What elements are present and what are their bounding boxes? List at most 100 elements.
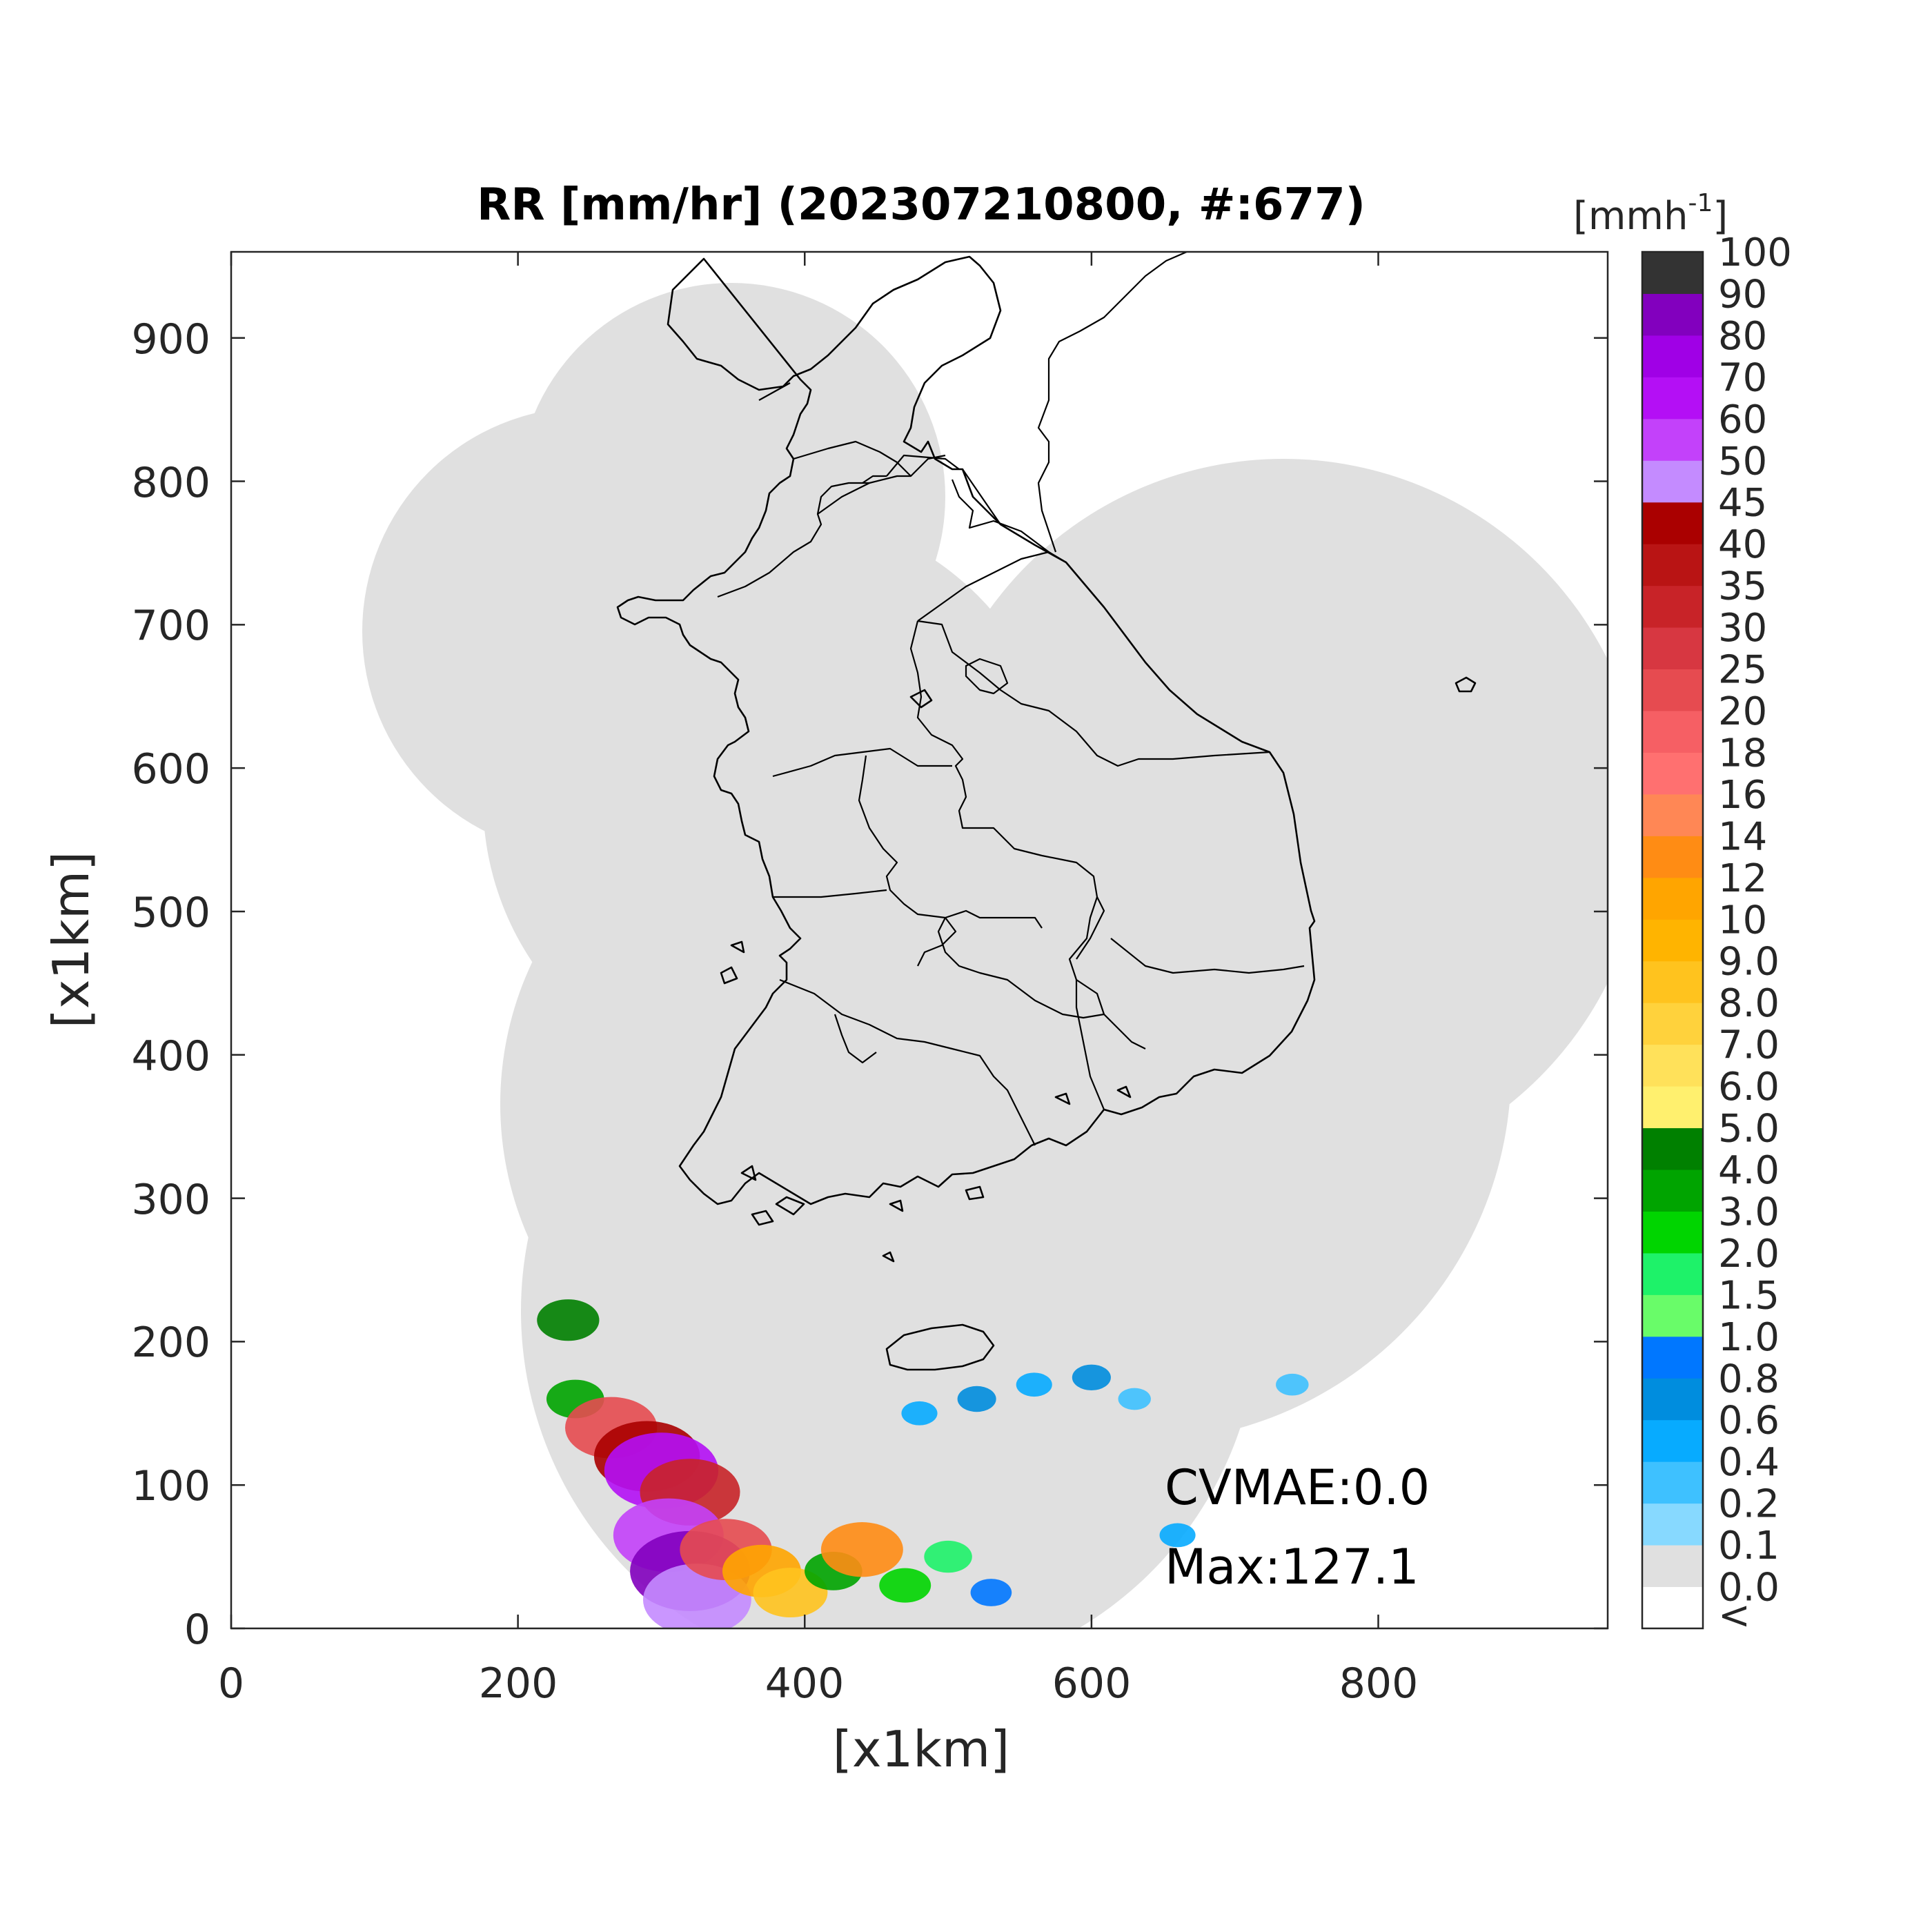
precipitation-cell <box>901 1401 938 1426</box>
colorbar-swatch <box>1642 1086 1703 1129</box>
colorbar-swatch <box>1642 418 1703 461</box>
coastline-islands <box>720 689 1132 1263</box>
colorbar-label: 2.0 <box>1718 1232 1780 1276</box>
y-tick-label: 700 <box>131 602 210 650</box>
colorbar-swatch <box>1642 1336 1703 1379</box>
colorbar-label: 80 <box>1718 314 1767 359</box>
colorbar-label: 12 <box>1718 856 1767 901</box>
y-tick-label: 600 <box>131 745 210 793</box>
colorbar-label: 7.0 <box>1718 1023 1780 1068</box>
plot-area <box>231 252 1608 1628</box>
colorbar-swatch <box>1642 1586 1703 1629</box>
colorbar-swatch <box>1642 1294 1703 1337</box>
colorbar-unit: [mmh-1] <box>1573 189 1728 239</box>
precipitation-cell <box>1072 1364 1111 1391</box>
y-tick-label: 100 <box>131 1462 210 1510</box>
colorbar-label: 0.1 <box>1718 1524 1780 1568</box>
colorbar-swatch <box>1642 711 1703 753</box>
colorbar-swatch <box>1642 502 1703 544</box>
colorbar-label: 10 <box>1718 898 1767 943</box>
precipitation-cell <box>1276 1373 1309 1396</box>
y-tick-label: 900 <box>131 315 210 364</box>
x-tick-label: 400 <box>765 1659 845 1708</box>
y-tick-label: 400 <box>131 1032 210 1081</box>
precipitation-cell <box>879 1568 931 1603</box>
colorbar-label: < <box>1718 1593 1751 1638</box>
precipitation-cell <box>1016 1372 1052 1397</box>
colorbar-swatch <box>1642 460 1703 503</box>
colorbar-label: 1.5 <box>1718 1273 1780 1318</box>
plot-frame <box>230 250 1609 1630</box>
colorbar-label: 0.6 <box>1718 1399 1780 1443</box>
precipitation-cell <box>957 1386 996 1412</box>
coastline-ulleungdo <box>1455 676 1477 693</box>
colorbar-swatch <box>1642 1378 1703 1421</box>
colorbar-label: 4.0 <box>1718 1148 1780 1193</box>
colorbar-swatch <box>1642 293 1703 336</box>
colorbar-label: 35 <box>1718 564 1767 609</box>
colorbar-label: 3.0 <box>1718 1190 1780 1234</box>
colorbar-label: 40 <box>1718 522 1767 567</box>
colorbar-swatch <box>1642 1170 1703 1212</box>
x-tick-label: 200 <box>479 1659 558 1708</box>
precipitation-cell <box>924 1540 972 1573</box>
colorbar-swatch <box>1642 1461 1703 1504</box>
colorbar-label: 20 <box>1718 689 1767 734</box>
colorbar-swatch <box>1642 335 1703 377</box>
colorbar-swatch <box>1642 1419 1703 1462</box>
colorbar-swatch <box>1642 377 1703 420</box>
max-annotation: Max:127.1 <box>1165 1539 1419 1595</box>
y-tick-label: 500 <box>131 889 210 937</box>
colorbar-swatch <box>1642 793 1703 836</box>
colorbar-swatch <box>1642 752 1703 795</box>
colorbar-label: 25 <box>1718 648 1767 693</box>
colorbar-swatch <box>1642 1211 1703 1254</box>
colorbar-swatch <box>1642 252 1703 294</box>
colorbar-label: 8.0 <box>1718 981 1780 1026</box>
colorbar-swatch <box>1642 1503 1703 1546</box>
colorbar-label: 6.0 <box>1718 1065 1780 1110</box>
colorbar-label: 0.4 <box>1718 1440 1780 1485</box>
x-tick-labels: 0 200 400 600 800 <box>218 1659 1418 1708</box>
colorbar-label: 14 <box>1718 814 1767 859</box>
colorbar-swatch <box>1642 836 1703 878</box>
colorbar-label: 0.0 <box>1718 1566 1780 1610</box>
colorbar-swatch <box>1642 919 1703 962</box>
x-tick-label: 600 <box>1052 1659 1132 1708</box>
precipitation-cell <box>1159 1523 1196 1548</box>
y-tick-labels: 0 100 200 300 400 500 600 700 800 900 <box>131 315 210 1654</box>
colorbar-label: 16 <box>1718 773 1767 818</box>
colorbar-frame <box>1641 250 1704 1630</box>
colorbar-swatch <box>1642 1252 1703 1295</box>
y-tick-label: 300 <box>131 1176 210 1224</box>
axis-ticks <box>230 252 1608 1630</box>
provincial-borders <box>717 252 1305 1146</box>
precipitation-cell <box>970 1579 1012 1606</box>
precipitation-cell <box>537 1299 600 1341</box>
colorbar-label: 0.8 <box>1718 1357 1780 1401</box>
coastline-peninsula <box>616 255 1316 1205</box>
cvmae-annotation: CVMAE:0.0 <box>1165 1459 1430 1516</box>
precipitation-cell <box>820 1522 903 1577</box>
coastline-jeju <box>885 1323 995 1371</box>
precipitation-layer <box>537 1299 1309 1628</box>
colorbar-swatch <box>1642 877 1703 920</box>
chart-title: RR [mm/hr] (202307210800, #:677) <box>477 179 1366 230</box>
colorbar-swatch <box>1642 544 1703 586</box>
colorbar-label: 70 <box>1718 355 1767 400</box>
y-tick-label: 0 <box>184 1606 210 1654</box>
y-tick-label: 200 <box>131 1319 210 1367</box>
colorbar-label: 50 <box>1718 439 1767 484</box>
precipitation-cell <box>1118 1388 1151 1410</box>
colorbar-label: 0.2 <box>1718 1482 1780 1527</box>
colorbar-swatch <box>1642 627 1703 670</box>
colorbar-label: 45 <box>1718 481 1767 526</box>
x-tick-label: 0 <box>218 1659 244 1708</box>
colorbar-swatch <box>1642 585 1703 628</box>
y-axis-label: [x1km] <box>42 851 100 1028</box>
colorbar-swatch <box>1642 960 1703 1003</box>
colorbar-label: 100 <box>1718 230 1792 275</box>
colorbar-swatch <box>1642 1044 1703 1087</box>
x-axis-label: [x1km] <box>833 1720 1009 1778</box>
